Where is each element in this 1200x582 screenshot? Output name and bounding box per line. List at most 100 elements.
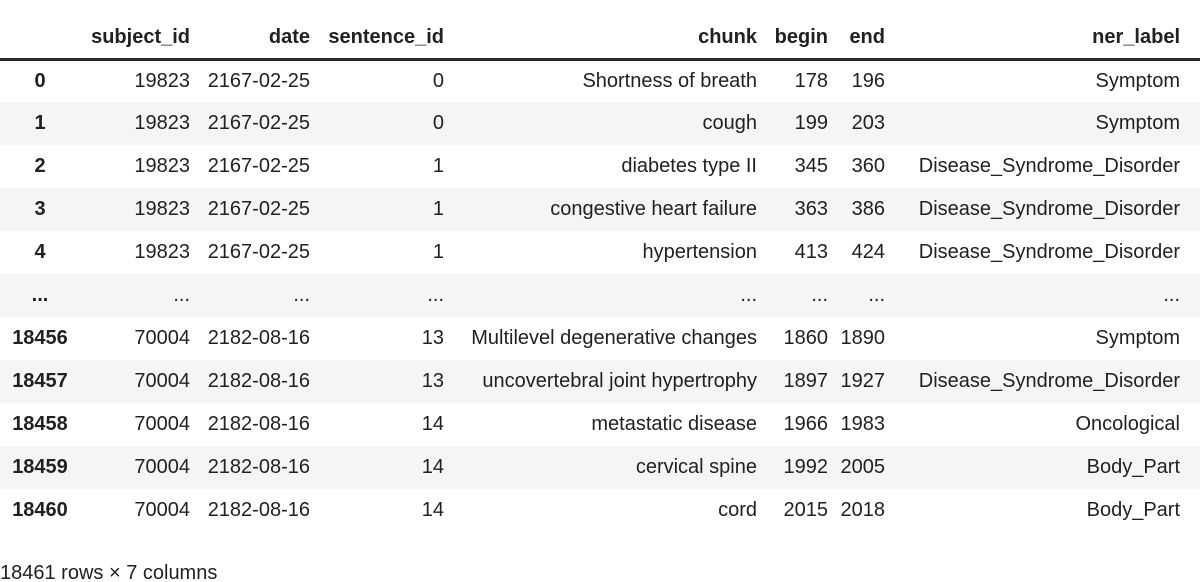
row-index-cell: 3 — [34, 198, 46, 220]
table-row: 2 19823 2167-02-25 1 diabetes type II 345 360 D… — [0, 145, 1200, 188]
cell-chunk: Multilevel degenerative changes — [471, 327, 757, 349]
column-header-sentence_id: sentence_id — [310, 18, 444, 61]
cell-end: 1983 — [840, 413, 886, 435]
cell-ner_label: Body_Part — [1086, 456, 1180, 478]
cell-ner_label: Disease_Syndrome_Disorder — [918, 370, 1180, 392]
cell-ner_label: Symptom — [1095, 327, 1180, 349]
cell-sentence_id: 14 — [421, 499, 444, 521]
row-index-cell: 18457 — [12, 370, 68, 392]
cell-sentence_id: 1 — [432, 155, 444, 177]
row-index-cell: 0 — [34, 69, 46, 92]
table-row: ........................ — [0, 274, 1200, 317]
cell-ner_label: Disease_Syndrome_Disorder — [918, 155, 1180, 177]
cell-begin: 178 — [794, 69, 828, 92]
cell-begin: 1992 — [783, 456, 829, 478]
cell-chunk: cervical spine — [635, 456, 757, 478]
cell-chunk: cord — [718, 499, 757, 521]
cell-chunk: Shortness of breath — [582, 69, 757, 92]
cell-sentence_id: 1 — [432, 198, 444, 220]
cell-end: 196 — [851, 69, 885, 92]
cell-end: 2005 — [840, 456, 886, 478]
cell-subject_id: 70004 — [134, 499, 190, 521]
column-header-index — [0, 18, 80, 61]
cell-begin: 2015 — [783, 499, 829, 521]
cell-date: 2182-08-16 — [207, 456, 310, 478]
dataframe-table: subject_id date sentence_id chunk begin end ne… — [0, 18, 1200, 532]
cell-sentence_id: 0 — [432, 69, 444, 92]
cell-date: 2167-02-25 — [207, 198, 310, 220]
cell-chunk: metastatic disease — [591, 413, 757, 435]
cell-subject_id: 19823 — [134, 112, 190, 134]
cell-begin: 413 — [794, 241, 828, 263]
cell-ner_label: Symptom — [1095, 69, 1180, 92]
row-index-cell: 18460 — [12, 499, 68, 521]
cell-ner_label: Body_Part — [1086, 499, 1180, 521]
table-dimensions-footer: 18461 rows × 7 columns — [0, 562, 218, 582]
cell-begin: 363 — [794, 198, 828, 220]
row-index-cell: 18459 — [12, 456, 68, 478]
cell-ner_label: Disease_Syndrome_Disorder — [918, 198, 1180, 220]
column-header-date: date — [190, 18, 310, 61]
cell-begin: 1966 — [783, 413, 829, 435]
table-row: 18460 70004 2182-08-16 14 cord 2015 2018 Body_P… — [0, 489, 1200, 532]
cell-subject_id: 19823 — [134, 69, 190, 92]
table-row: 18457 70004 2182-08-16 13 uncovertebral join… — [0, 360, 1200, 403]
table-row: 3 19823 2167-02-25 1 congestive heart failur… — [0, 188, 1200, 231]
cell-end: 424 — [851, 241, 885, 263]
table-row: 18456 70004 2182-08-16 13 Multilevel degener… — [0, 317, 1200, 360]
cell-subject_id: 19823 — [134, 155, 190, 177]
cell-date: 2167-02-25 — [207, 112, 310, 134]
row-index-cell: ... — [31, 284, 49, 306]
cell-date: 2167-02-25 — [207, 155, 310, 177]
cell-date: 2182-08-16 — [207, 327, 310, 349]
cell-subject_id: 19823 — [134, 241, 190, 263]
cell-end: 1890 — [840, 327, 886, 349]
cell-date: 2167-02-25 — [207, 69, 310, 92]
cell-subject_id: 70004 — [134, 327, 190, 349]
cell-sentence_id: 14 — [421, 413, 444, 435]
cell-end: 203 — [851, 112, 885, 134]
column-header-subject_id: subject_id — [80, 18, 190, 61]
cell-end: 386 — [851, 198, 885, 220]
cell-begin: 1860 — [783, 327, 829, 349]
cell-begin: 199 — [794, 112, 828, 134]
cell-date: 2182-08-16 — [207, 370, 310, 392]
cell-begin: ... — [811, 284, 828, 306]
column-header-end: end — [828, 18, 885, 61]
cell-subject_id: 70004 — [134, 413, 190, 435]
cell-chunk: hypertension — [642, 241, 757, 263]
row-index-cell: 1 — [34, 112, 46, 134]
cell-subject_id: 70004 — [134, 456, 190, 478]
cell-chunk: uncovertebral joint hypertrophy — [482, 370, 757, 392]
table-row: 0 19823 2167-02-25 0 Shortness of breath 178 1… — [0, 59, 1200, 102]
cell-ner_label: Disease_Syndrome_Disorder — [918, 241, 1180, 263]
cell-subject_id: 70004 — [134, 370, 190, 392]
cell-begin: 1897 — [783, 370, 829, 392]
cell-date: 2182-08-16 — [207, 413, 310, 435]
row-index-cell: 18458 — [12, 413, 68, 435]
cell-chunk: congestive heart failure — [550, 198, 757, 220]
cell-subject_id: ... — [173, 284, 190, 306]
cell-subject_id: 19823 — [134, 198, 190, 220]
cell-sentence_id: ... — [427, 284, 444, 306]
cell-ner_label: ... — [1163, 284, 1180, 306]
table-row: 18458 70004 2182-08-16 14 metastatic disease… — [0, 403, 1200, 446]
row-index-cell: 18456 — [12, 327, 68, 349]
cell-chunk: cough — [702, 112, 758, 134]
cell-end: ... — [868, 284, 885, 306]
cell-sentence_id: 14 — [421, 456, 444, 478]
cell-sentence_id: 1 — [432, 241, 444, 263]
column-header-begin: begin — [757, 18, 828, 61]
cell-ner_label: Oncological — [1075, 413, 1180, 435]
cell-date: 2182-08-16 — [207, 499, 310, 521]
header-row: subject_id date sentence_id chunk begin end ne… — [0, 18, 1200, 61]
cell-end: 2018 — [840, 499, 886, 521]
cell-date: ... — [293, 284, 310, 306]
column-header-chunk: chunk — [444, 18, 757, 61]
cell-end: 360 — [851, 155, 885, 177]
cell-sentence_id: 13 — [421, 327, 444, 349]
cell-chunk: ... — [740, 284, 757, 306]
cell-sentence_id: 13 — [421, 370, 444, 392]
table-body: 0 19823 2167-02-25 0 Shortness of breath 178 1… — [0, 59, 1200, 532]
row-index-cell: 2 — [34, 155, 46, 177]
